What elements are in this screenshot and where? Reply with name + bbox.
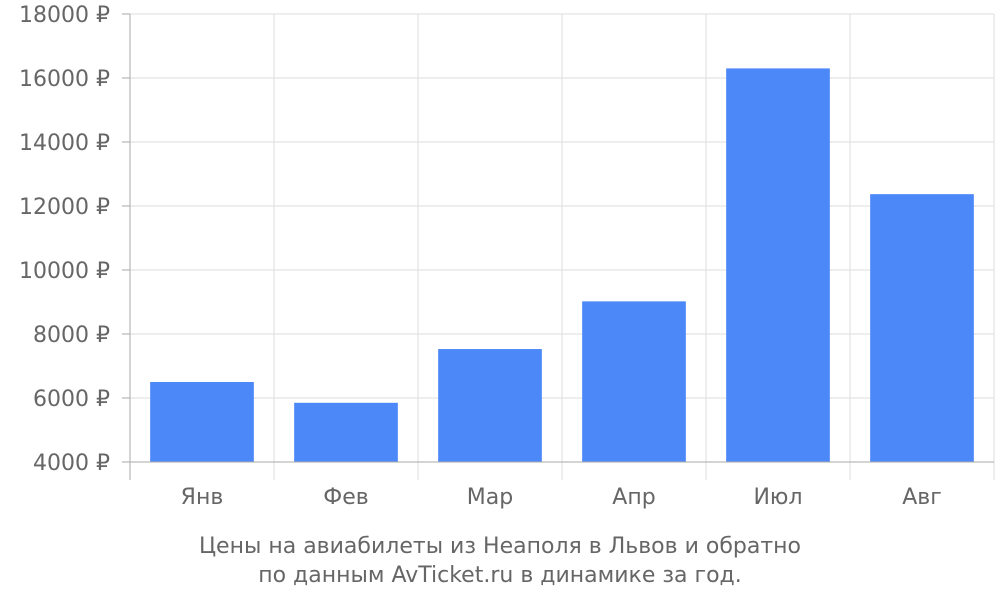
x-tick-label: Апр xyxy=(612,485,655,510)
y-tick-label: 16000 ₽ xyxy=(19,67,110,92)
y-tick-label: 6000 ₽ xyxy=(33,387,110,412)
chart-caption-line2: по данным AvTicket.ru в динамике за год. xyxy=(258,563,742,588)
x-tick-label: Июл xyxy=(753,485,802,510)
bars xyxy=(150,68,974,463)
y-tick-label: 10000 ₽ xyxy=(19,259,110,284)
bar-3 xyxy=(438,349,542,462)
bar-6 xyxy=(870,194,974,462)
y-tick-label: 18000 ₽ xyxy=(19,3,110,28)
y-tick-label: 14000 ₽ xyxy=(19,131,110,156)
bar-2 xyxy=(294,402,398,462)
x-tick-label: Авг xyxy=(902,485,942,510)
bar-5 xyxy=(726,68,830,463)
x-tick-label: Мар xyxy=(467,485,513,510)
y-tick-label: 8000 ₽ xyxy=(33,323,110,348)
x-tick-label: Янв xyxy=(181,485,224,510)
x-tick-labels: Янв Фев Мар Апр Июл Авг xyxy=(181,485,942,510)
bar-4 xyxy=(582,301,686,462)
chart-caption-line1: Цены на авиабилеты из Неаполя в Львов и … xyxy=(198,534,802,559)
x-tick-label: Фев xyxy=(323,485,368,510)
y-tick-labels: 4000 ₽ 6000 ₽ 8000 ₽ 10000 ₽ 12000 ₽ 14000 ₽ 1… xyxy=(19,3,110,476)
y-tick-label: 12000 ₽ xyxy=(19,195,110,220)
axes xyxy=(122,13,994,480)
y-tick-label: 4000 ₽ xyxy=(33,451,110,476)
grid-lines xyxy=(130,13,995,480)
bar-1 xyxy=(150,382,254,462)
